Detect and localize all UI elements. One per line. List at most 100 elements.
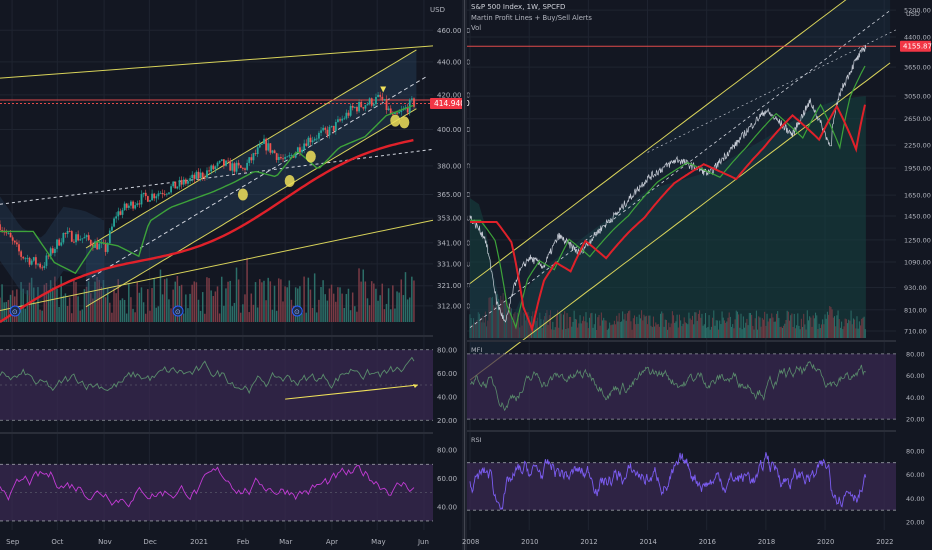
right-volume-bar [723,320,725,338]
right-volume-bar [670,323,672,338]
right-volume-bar [811,326,813,338]
right-volume-bar [809,316,811,338]
left-candle-body [410,98,413,100]
right-indicator-name[interactable]: Martin Profit Lines + Buy/Sell Alerts [471,14,592,22]
right-volume-bar [693,324,695,338]
left-volume-bar [79,310,81,322]
left-candle-body [343,118,346,120]
left-channel-upper [85,49,417,249]
left-candle-body [307,137,310,146]
right-volume-bar [671,311,673,338]
right-volume-bar [728,312,730,338]
left-time-axis[interactable]: Sep Oct Nov Dec 2021 Feb Mar Apr May Jun [6,538,429,546]
left-candle-body [244,168,246,170]
right-volume-bar [489,297,491,338]
right-price-axis[interactable]: USD 5200.00 4400.00 3650.00 3050.00 2650.00 2… [900,7,932,336]
right-channel-upper [469,0,847,284]
left-volume-bar [73,280,75,322]
right-volume-bar [768,318,770,338]
right-rsi-label[interactable]: RSI [471,436,482,444]
left-volume-bar [7,299,10,322]
left-candle-body [157,193,160,197]
right-volume-bar [842,329,844,338]
right-volume-bar [721,311,723,338]
right-volume-bar [747,325,749,338]
right-mfi-label[interactable]: MFI [471,346,482,354]
left-chart[interactable]: ⊙ ⊙ ⊙ USD 460.0000 440.0000 420.0000 400.0000… [0,0,470,546]
right-volume-bar [733,328,735,338]
right-volume-bar [526,312,528,338]
left-candle-body [400,110,403,113]
right-volume-bar [802,327,804,338]
right-rsi-tick: 20.00 [906,519,925,527]
left-volume-bar [335,301,337,322]
left-price-axis[interactable]: USD 460.0000 440.0000 420.0000 400.0000 380.… [430,6,470,310]
left-candle-body [20,251,23,257]
left-volume-bar [341,293,343,322]
left-volume-bar [349,310,352,322]
left-candle-body [362,107,365,109]
right-time-axis[interactable]: 2008 2010 2012 2014 2016 2018 2020 2022 [462,538,894,546]
left-candle-body [191,174,194,179]
right-volume-bar [581,320,583,338]
left-candle-body [41,267,44,269]
left-volume-bar [307,277,310,322]
right-volume-bar [745,322,747,338]
right-volume-bar [665,320,667,338]
right-chart[interactable]: S&P 500 Index, 1W, SPCFD Martin Profit L… [462,0,932,546]
left-candle-body [119,211,122,215]
left-volume-bar [345,293,348,322]
left-candle-body [153,193,156,199]
left-volume-bar [322,280,324,322]
right-volume-bar [629,310,631,338]
left-volume-bar [58,306,60,322]
left-candle-body [301,149,303,153]
right-volume-bar [572,321,574,338]
right-volume-bar [494,306,496,338]
right-volume-bar [616,315,618,338]
right-volume-bar [481,322,483,338]
left-outer-upper-line [0,45,434,79]
right-volume-bar [491,296,493,338]
right-volume-bar [848,319,850,338]
left-candle-body [18,244,20,252]
left-volume-bar [301,313,303,322]
left-osc2-tick: 80.00 [437,447,457,455]
right-volume-bar [476,319,478,338]
right-volume-bar [617,321,619,338]
left-candle-body [136,203,139,206]
left-volume-bar [178,286,181,322]
left-candle-body [210,165,213,172]
left-volume-bar [347,288,350,322]
left-time-label: Oct [51,538,63,546]
right-price-tick: 3050.00 [904,93,931,101]
left-volume-bar [246,257,248,322]
right-volume-bar [650,325,652,338]
right-volume-bar [663,326,665,338]
right-volume-bar [607,328,609,338]
left-candle-body [121,210,124,215]
right-volume-bar [637,323,639,338]
left-candle-body [77,234,80,241]
left-candle-body [216,162,219,167]
right-legend[interactable]: S&P 500 Index, 1W, SPCFD Martin Profit L… [471,3,592,444]
right-volume-bar [718,329,720,338]
left-volume-bar [286,287,288,322]
right-volume-bar [831,309,833,338]
left-candle-body [13,240,16,243]
left-volume-bar [210,290,212,322]
left-candle-body [313,138,316,141]
left-volume-bar [408,297,411,322]
left-candle-body [381,96,384,101]
left-event-marker [172,305,184,317]
left-candle-body [22,256,25,259]
right-volume-bar [813,318,815,338]
right-volume-bar [523,313,525,338]
right-volume-bar [552,321,554,338]
right-channel-lower [469,62,891,381]
right-volume-label[interactable]: Vol [471,24,481,32]
right-volume-bar [587,328,589,338]
right-time-label: 2010 [521,538,538,546]
left-volume-bar [339,287,341,322]
right-volume-bar [722,317,724,338]
